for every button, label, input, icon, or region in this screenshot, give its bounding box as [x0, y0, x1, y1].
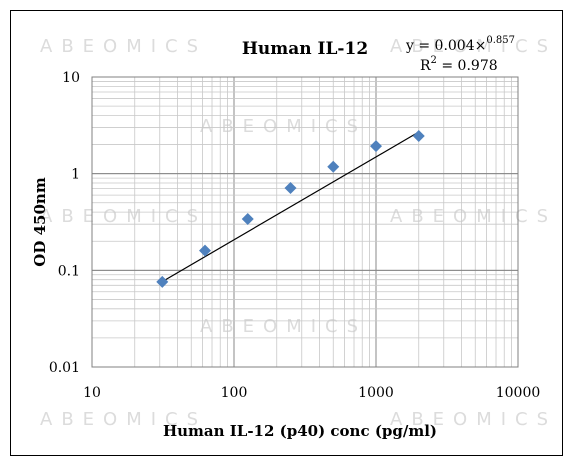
- watermark-layer: ABEOMICS ABEOMICS ABEOMICS ABEOMICS ABEO…: [40, 36, 557, 430]
- y-tick-label: 1: [71, 167, 80, 183]
- x-tick-label: 100: [221, 385, 248, 401]
- x-axis-title: Human IL-12 (p40) conc (pg/ml): [163, 422, 437, 440]
- equation-exponent: 0.857: [486, 35, 515, 46]
- r2-label: R: [420, 58, 431, 74]
- data-point: [370, 140, 382, 153]
- data-point: [199, 244, 212, 257]
- y-tick-label: 10: [62, 70, 80, 86]
- watermark-text: ABEOMICS: [390, 409, 557, 430]
- chart-title: Human IL-12: [242, 39, 368, 59]
- watermark-text: ABEOMICS: [390, 36, 557, 57]
- y-tick-label: 0.1: [58, 263, 80, 279]
- trendline: [161, 131, 420, 283]
- x-tick-labels: 10 100 1000 10000: [83, 385, 540, 401]
- watermark-text: ABEOMICS: [40, 206, 207, 227]
- data-points: [156, 130, 425, 288]
- chart-frame: [10, 10, 563, 456]
- grid: [91, 76, 519, 368]
- equation-base: y = 0.004×: [405, 38, 486, 54]
- watermark-text: ABEOMICS: [390, 206, 557, 227]
- data-point: [156, 275, 169, 288]
- r-squared: R2 = 0.978: [420, 55, 498, 74]
- trendline-equation: y = 0.004×0.857: [405, 35, 515, 54]
- r2-superscript: 2: [431, 55, 437, 66]
- plot-area-border: [91, 76, 519, 368]
- data-point: [241, 212, 254, 225]
- x-tick-label: 10000: [496, 385, 541, 401]
- watermark-text: ABEOMICS: [200, 116, 367, 137]
- y-axis-title: OD 450nm: [31, 177, 49, 267]
- y-tick-labels: 0.01 0.1 1 10: [49, 70, 80, 376]
- data-point: [327, 160, 340, 173]
- data-point: [412, 130, 425, 143]
- r2-value: = 0.978: [437, 58, 498, 74]
- watermark-text: ABEOMICS: [40, 409, 207, 430]
- x-tick-label: 1000: [358, 385, 394, 401]
- x-tick-label: 10: [83, 385, 101, 401]
- watermark-text: ABEOMICS: [40, 36, 207, 57]
- watermark-text: ABEOMICS: [200, 316, 367, 337]
- y-tick-label: 0.01: [49, 360, 80, 376]
- data-point: [284, 182, 297, 195]
